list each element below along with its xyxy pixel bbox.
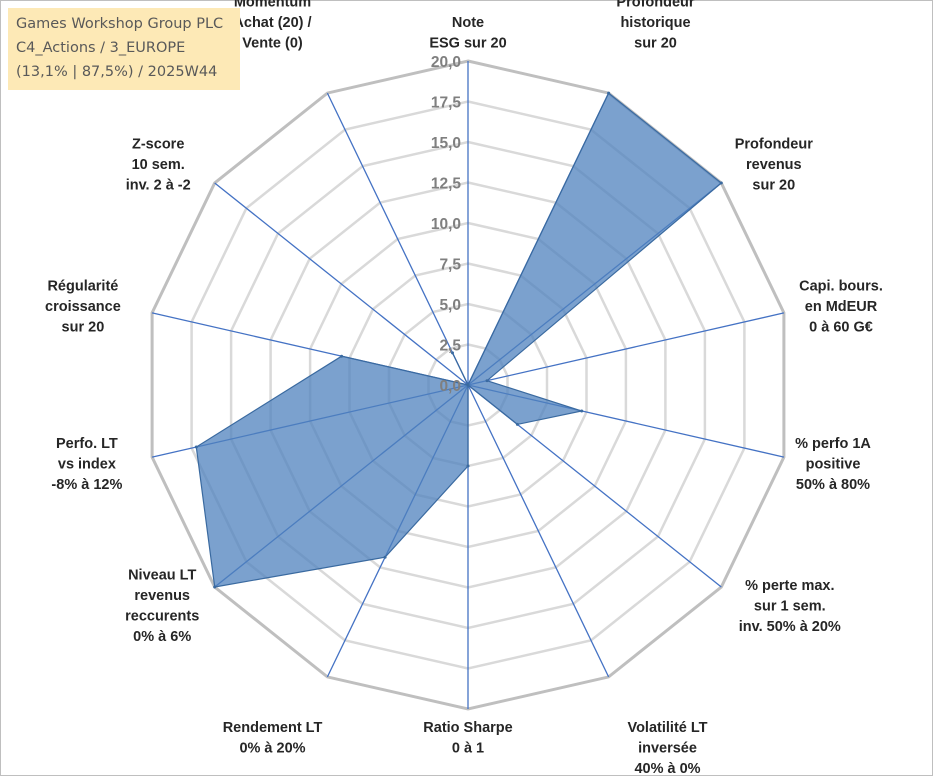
- category-label-line: % perfo 1A: [795, 436, 871, 452]
- series-point: [213, 585, 217, 589]
- series-point: [466, 383, 470, 387]
- category-label-line: Profondeur: [616, 0, 694, 11]
- series-point: [580, 409, 584, 413]
- category-label-line: historique: [620, 15, 690, 31]
- category-label-line: revenus: [746, 157, 802, 173]
- tick-label: 12,5: [431, 176, 462, 193]
- series-point: [451, 351, 454, 355]
- category-label-line: sur 1 sem.: [754, 599, 826, 615]
- category-label-line: Niveau LT: [128, 568, 196, 584]
- category-label-line: Note: [452, 15, 484, 31]
- tick-label: 15,0: [431, 135, 461, 152]
- category-label-line: Vente (0): [242, 36, 303, 52]
- spoke-axis: [467, 384, 610, 678]
- series-point: [194, 445, 198, 449]
- title-scores-week: (13,1% | 87,5%) / 2025W44: [16, 64, 218, 80]
- category-label-line: ESG sur 20: [429, 36, 506, 52]
- category-label-line: positive: [806, 457, 861, 473]
- category-label: Momentum Achat (20) / Vente (0): [233, 0, 311, 52]
- category-label-line: Z-score: [132, 137, 184, 153]
- category-label-line: en MdEUR: [805, 299, 878, 315]
- category-label: Rendement LT 0% à 20%: [223, 720, 323, 757]
- category-label: Profondeur revenus sur 20: [735, 137, 813, 194]
- category-label-line: 0 à 1: [452, 741, 484, 757]
- category-label-line: vs index: [58, 457, 116, 473]
- category-label-line: Régularité: [47, 279, 118, 295]
- tick-label: 7,5: [439, 257, 461, 274]
- series-point: [607, 91, 611, 95]
- tick-label: 20,0: [431, 54, 461, 71]
- tick-label: 10,0: [431, 216, 461, 233]
- series-point: [719, 181, 723, 185]
- title-category: C4_Actions / 3_EUROPE: [16, 40, 186, 56]
- series-point: [383, 555, 387, 559]
- category-label-line: % perte max.: [745, 578, 834, 594]
- series-point: [466, 464, 470, 468]
- series-point: [485, 379, 489, 383]
- category-label: Note ESG sur 20: [429, 15, 506, 52]
- category-label-line: Volatilité LT: [627, 720, 707, 736]
- category-label-line: inversée: [638, 741, 697, 757]
- category-label-line: 0% à 20%: [239, 741, 305, 757]
- category-label-line: sur 20: [752, 178, 795, 194]
- tick-label: 0,0: [439, 378, 461, 395]
- radial-axis-ticks: 0,0 2,5 5,0 7,5 10,0 12,5 15,0 17,5 20,0: [431, 54, 462, 395]
- spoke-axis: [326, 92, 469, 386]
- series-point: [515, 422, 519, 426]
- category-label: Régularité croissance sur 20: [45, 279, 121, 336]
- category-label-line: 10 sem.: [132, 157, 185, 173]
- category-label: Volatilité LT inversée 40% à 0%: [627, 720, 707, 776]
- category-label-line: Achat (20) /: [233, 15, 311, 31]
- category-label-line: inv. 50% à 20%: [739, 619, 841, 635]
- category-label-line: reccurents: [125, 609, 199, 625]
- category-label-line: 40% à 0%: [634, 761, 700, 776]
- category-label: Z-score 10 sem. inv. 2 à -2: [126, 137, 191, 194]
- category-label: Ratio Sharpe 0 à 1: [423, 720, 512, 757]
- category-label-line: Rendement LT: [223, 720, 323, 736]
- category-label: Niveau LT revenus reccurents 0% à 6%: [125, 568, 199, 646]
- category-label: % perfo 1A positive 50% à 80%: [795, 436, 871, 493]
- spoke-axis: [467, 312, 785, 386]
- tick-label: 2,5: [439, 338, 461, 355]
- category-label-line: inv. 2 à -2: [126, 178, 191, 194]
- title-company: Games Workshop Group PLC: [16, 16, 224, 32]
- category-label-line: revenus: [134, 588, 190, 604]
- category-label-line: -8% à 12%: [51, 477, 122, 493]
- category-label: Profondeur historique sur 20: [616, 0, 694, 52]
- category-label-line: sur 20: [634, 36, 677, 52]
- category-label-line: Perfo. LT: [56, 436, 118, 452]
- radar-series: [194, 91, 723, 589]
- series-point: [340, 354, 344, 358]
- category-labels: Note ESG sur 20 Profondeur historique sur 20…: [45, 0, 883, 776]
- tick-label: 17,5: [431, 95, 462, 112]
- tick-label: 5,0: [439, 297, 461, 314]
- category-label-line: 0 à 60 G€: [809, 320, 873, 336]
- category-label-line: Ratio Sharpe: [423, 720, 512, 736]
- category-label-line: Momentum: [234, 0, 311, 11]
- category-label-line: croissance: [45, 299, 121, 315]
- category-label-line: 0% à 6%: [133, 629, 191, 645]
- spoke-axis: [214, 182, 469, 386]
- category-label: % perte max. sur 1 sem. inv. 50% à 20%: [739, 578, 841, 635]
- category-label-line: sur 20: [62, 320, 105, 336]
- category-label: Perfo. LT vs index -8% à 12%: [51, 436, 122, 493]
- category-label-line: Capi. bours.: [799, 279, 883, 295]
- category-label-line: 50% à 80%: [796, 477, 870, 493]
- chart-title-box: Games Workshop Group PLC C4_Actions / 3_…: [8, 8, 240, 90]
- category-label-line: Profondeur: [735, 137, 813, 153]
- category-label: Capi. bours. en MdEUR 0 à 60 G€: [799, 279, 883, 336]
